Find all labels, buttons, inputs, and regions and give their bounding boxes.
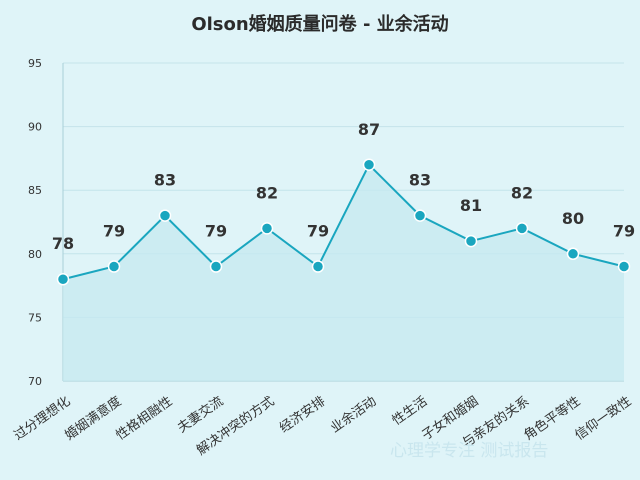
data-label: 79 xyxy=(205,222,227,241)
x-tick-label: 婚姻满意度 xyxy=(62,393,124,443)
data-point xyxy=(566,247,580,261)
data-label: 83 xyxy=(409,171,431,190)
data-point xyxy=(413,209,427,222)
x-tick-label: 过分理想化 xyxy=(11,393,73,443)
data-point xyxy=(464,234,478,248)
data-label: 81 xyxy=(460,196,482,215)
data-label: 79 xyxy=(103,222,125,241)
data-label: 80 xyxy=(562,209,584,228)
data-label: 79 xyxy=(613,222,635,241)
x-tick-label: 性生活 xyxy=(390,394,431,429)
data-point xyxy=(311,260,325,273)
y-tick-label: 95 xyxy=(28,57,42,70)
data-point xyxy=(260,222,274,235)
data-label: 82 xyxy=(511,183,533,202)
x-tick-label: 性格相融性 xyxy=(113,393,175,443)
data-point xyxy=(362,158,376,172)
data-label: 78 xyxy=(52,234,74,253)
data-point xyxy=(56,272,70,286)
data-label: 82 xyxy=(256,183,278,202)
y-tick-label: 90 xyxy=(28,121,42,134)
series-line xyxy=(62,163,625,281)
data-label: 79 xyxy=(307,222,329,241)
y-tick-label: 75 xyxy=(28,311,42,324)
y-tick-label: 85 xyxy=(28,184,42,197)
data-point xyxy=(107,260,121,273)
y-tick-label: 70 xyxy=(28,375,42,388)
y-tick-label: 80 xyxy=(28,248,42,261)
data-point xyxy=(617,260,631,273)
x-tick-label: 经济安排 xyxy=(277,394,328,436)
data-label: 83 xyxy=(154,171,176,190)
watermark-text: 心理学专注 测试报告 xyxy=(390,441,549,461)
series-area xyxy=(63,164,624,381)
data-label: 87 xyxy=(358,120,380,139)
data-point xyxy=(158,209,172,222)
chart-title: Olson婚姻质量问卷 - 业余活动 xyxy=(191,14,449,35)
data-point xyxy=(209,260,223,273)
x-tick-label: 信仰一致性 xyxy=(572,394,634,444)
data-point xyxy=(515,222,529,235)
x-tick-label: 业余活动 xyxy=(328,393,380,436)
